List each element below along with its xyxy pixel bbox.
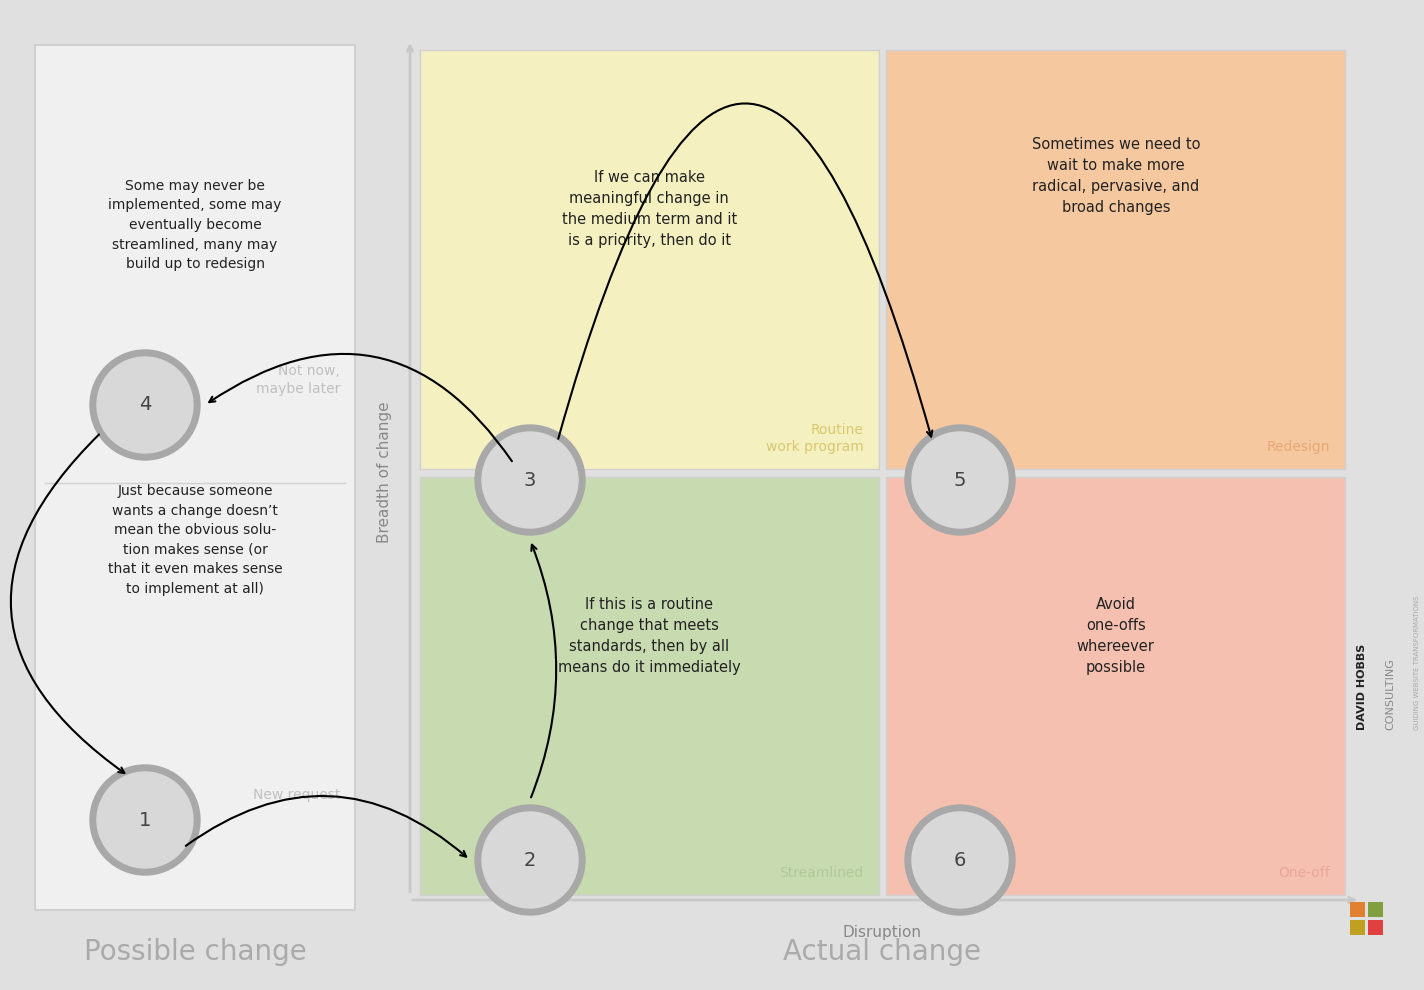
Text: Possible change: Possible change [84,938,306,966]
Text: Just because someone
wants a change doesn’t
mean the obvious solu-
tion makes se: Just because someone wants a change does… [108,484,282,596]
Text: 6: 6 [954,850,967,869]
Circle shape [481,812,578,908]
Circle shape [481,432,578,528]
Text: 5: 5 [954,470,967,489]
Circle shape [90,765,199,875]
FancyBboxPatch shape [1368,902,1383,917]
FancyBboxPatch shape [420,476,879,895]
Text: If we can make
meaningful change in
the medium term and it
is a priority, then d: If we can make meaningful change in the … [561,170,736,248]
Text: Redesign: Redesign [1266,440,1330,453]
Circle shape [906,425,1015,535]
Text: 1: 1 [138,811,151,830]
FancyBboxPatch shape [1350,902,1366,917]
Text: Sometimes we need to
wait to make more
radical, pervasive, and
broad changes: Sometimes we need to wait to make more r… [1031,137,1200,215]
Circle shape [97,357,194,453]
FancyBboxPatch shape [887,476,1346,895]
Text: One-off: One-off [1279,866,1330,880]
Text: Breadth of change: Breadth of change [377,402,393,544]
Text: New request: New request [252,788,340,802]
FancyBboxPatch shape [420,50,879,468]
Text: GUIDING WEBSITE TRANSFORMATIONS: GUIDING WEBSITE TRANSFORMATIONS [1414,596,1420,730]
Text: 4: 4 [138,395,151,415]
Circle shape [911,812,1008,908]
FancyBboxPatch shape [1350,920,1366,935]
Text: Not now,
maybe later: Not now, maybe later [256,363,340,396]
Text: Actual change: Actual change [783,938,981,966]
FancyBboxPatch shape [36,45,355,910]
Text: Avoid
one-offs
whereever
possible: Avoid one-offs whereever possible [1077,597,1155,674]
Circle shape [476,805,585,915]
FancyBboxPatch shape [1368,920,1383,935]
Circle shape [906,805,1015,915]
Circle shape [90,350,199,460]
Circle shape [97,772,194,868]
Text: If this is a routine
change that meets
standards, then by all
means do it immedi: If this is a routine change that meets s… [558,597,740,674]
Text: 2: 2 [524,850,537,869]
Text: 3: 3 [524,470,537,489]
FancyBboxPatch shape [887,50,1346,468]
Circle shape [476,425,585,535]
Text: Disruption: Disruption [843,926,921,940]
Text: CONSULTING: CONSULTING [1386,658,1396,730]
Text: Streamlined: Streamlined [779,866,863,880]
Circle shape [911,432,1008,528]
Text: Some may never be
implemented, some may
eventually become
streamlined, many may
: Some may never be implemented, some may … [108,179,282,271]
Text: DAVID HOBBS: DAVID HOBBS [1357,644,1367,730]
Text: Routine
work program: Routine work program [766,424,863,453]
